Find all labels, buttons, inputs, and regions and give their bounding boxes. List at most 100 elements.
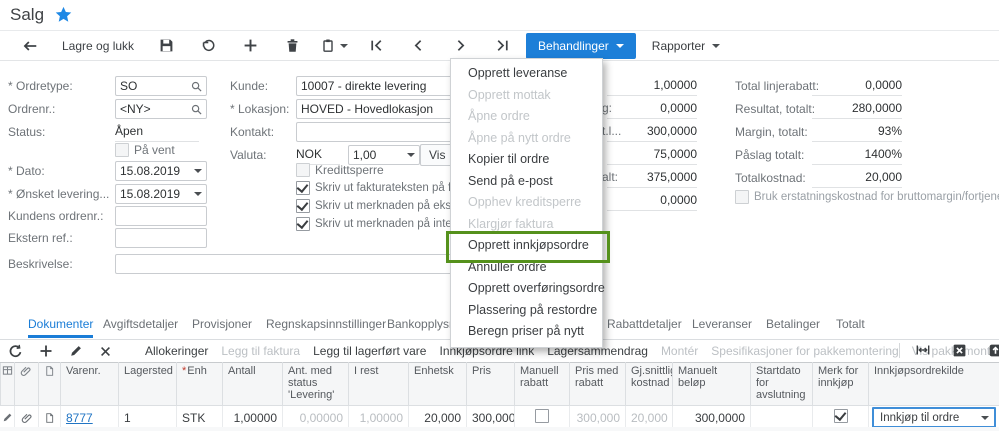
back-icon[interactable] <box>12 33 48 59</box>
status-value: Åpen <box>115 122 199 142</box>
refresh-icon[interactable] <box>8 341 23 361</box>
cell-antall[interactable]: 1,00000 <box>222 405 283 430</box>
ordretype-field[interactable]: SO <box>115 76 207 96</box>
delete-icon[interactable] <box>274 33 310 59</box>
onsket-levering-label: * Ønsket levering... <box>8 187 110 201</box>
menu-item-annuller-ordre[interactable]: Annuller ordre <box>468 259 547 274</box>
cell-pris-med-rabatt[interactable]: 300,000 <box>569 405 626 430</box>
behandlinger-dropdown-menu: Opprett leveranse Opprett mottak Åpne or… <box>446 58 610 348</box>
pa-vent-checkbox[interactable]: På vent <box>115 143 175 157</box>
favorite-star-icon[interactable] <box>55 6 72 23</box>
kontakt-field[interactable] <box>296 122 456 142</box>
add-icon[interactable] <box>232 33 268 59</box>
tab-betalinger[interactable]: Betalinger <box>766 317 821 331</box>
menu-item-opprett-innkjopsordre[interactable]: Opprett innkjøpsordre <box>468 238 589 252</box>
menu-item-kopier-til-ordre[interactable]: Kopier til ordre <box>468 152 550 166</box>
rapporter-button[interactable]: Rapporter <box>642 33 730 59</box>
dato-field[interactable]: 15.08.2019 <box>115 161 207 181</box>
menu-item-opprett-overforingsordre[interactable]: Opprett overføringsordre <box>468 281 605 295</box>
column-header-innkjopsordrekilde[interactable]: Innkjøpsordrekilde <box>868 362 999 406</box>
lookup-icon[interactable] <box>191 81 202 92</box>
cell-varenr[interactable]: 8777 <box>60 405 119 430</box>
column-header-pris-med-rabatt[interactable]: Pris med rabatt <box>569 362 626 406</box>
column-header-enh[interactable]: *Enh <box>176 362 223 406</box>
innkjopsordrekilde-select[interactable]: Innkjøp til ordre <box>872 407 996 428</box>
row-note-icon[interactable] <box>38 405 61 430</box>
cell-startdato[interactable] <box>750 405 813 430</box>
tab-avgiftsdetaljer[interactable]: Avgiftsdetaljer <box>103 317 179 331</box>
print-merknad-interne-checkbox[interactable]: Skriv ut merknaden på interne salg <box>296 217 493 231</box>
go-next-icon[interactable] <box>442 33 478 59</box>
cell-merk-for-innkjop-checkbox[interactable] <box>812 405 869 430</box>
kredittsperre-checkbox[interactable]: Kredittsperre <box>296 163 384 177</box>
tab-leveranser[interactable]: Leveranser <box>692 317 753 331</box>
chevron-down-icon[interactable] <box>194 169 202 173</box>
lokasjon-field[interactable]: HOVED - Hovedlokasjon <box>296 99 456 119</box>
tab-regnskapsinnstillinger[interactable]: Regnskapsinnstillinger <box>266 317 387 331</box>
save-icon[interactable] <box>148 33 184 59</box>
menu-item-plassering-pa-restordre[interactable]: Plassering på restordre <box>468 302 598 317</box>
column-header-manuell-rabatt[interactable]: Manuell rabatt <box>514 362 570 406</box>
column-header-enhetsk[interactable]: Enhetsk <box>408 362 467 406</box>
column-header-pris[interactable]: Pris <box>466 362 515 406</box>
column-header-antall[interactable]: Antall <box>222 362 283 406</box>
column-header-manuelt-belop[interactable]: Manuelt beløp <box>672 362 751 406</box>
menu-item-opprett-leveranse[interactable]: Opprett leveranse <box>468 66 568 80</box>
allokeringer-button[interactable]: Allokeringer <box>145 344 209 358</box>
lagersammendrag-button[interactable]: Lagersammendrag <box>547 344 648 358</box>
print-merknad-eksterne-checkbox[interactable]: Skriv ut merknaden på eksterne sa <box>296 199 493 213</box>
edit-row-icon[interactable] <box>69 341 83 361</box>
cell-pris[interactable]: 300,000 <box>466 405 515 430</box>
cell-ant-med-status[interactable]: 0,00000 <box>282 405 349 430</box>
menu-item-send-pa-epost[interactable]: Send på e-post <box>468 173 553 188</box>
go-previous-icon[interactable] <box>400 33 436 59</box>
chevron-down-icon[interactable] <box>407 153 415 157</box>
go-last-icon[interactable] <box>484 33 520 59</box>
column-header-merk-for-innkjop[interactable]: Merk for innkjøp <box>812 362 869 406</box>
cell-gj-snittlig-kostnad[interactable]: 20,000 <box>625 405 673 430</box>
cell-enh[interactable]: STK <box>176 405 223 430</box>
chevron-down-icon[interactable] <box>194 192 202 196</box>
tab-rabattdetaljer[interactable]: Rabattdetaljer <box>607 317 682 331</box>
import-icon[interactable] <box>983 340 999 360</box>
fit-width-icon[interactable] <box>911 340 935 360</box>
ekstern-ref-field[interactable] <box>115 228 207 248</box>
menu-item-apne-pa-nytt-ordre: Åpne på nytt ordre <box>468 130 571 145</box>
save-and-close-button[interactable]: Lagre og lukk <box>62 38 135 53</box>
cell-i-rest[interactable]: 1,00000 <box>348 405 409 430</box>
kunde-field[interactable]: 10007 - direkte levering <box>296 76 456 96</box>
column-header-varenr[interactable]: Varenr. <box>60 362 119 406</box>
ordrenr-field[interactable]: <NY> <box>115 99 207 119</box>
valuta-rate-field[interactable]: 1,00 <box>348 145 420 165</box>
row-attachment-icon[interactable] <box>14 405 39 430</box>
clipboard-menu-button[interactable] <box>316 33 352 59</box>
column-header-lagersted[interactable]: Lagersted <box>118 362 177 406</box>
bruk-erstatningskostnad-checkbox[interactable]: Bruk erstatningskostnad for bruttomargin… <box>735 190 999 204</box>
cell-manuelt-belop[interactable]: 300,0000 <box>672 405 751 430</box>
delete-row-icon[interactable] <box>99 341 112 361</box>
cell-enhetsk[interactable]: 20,000 <box>408 405 467 430</box>
tab-dokumenter[interactable]: Dokumenter <box>28 315 94 338</box>
lookup-icon[interactable] <box>191 104 202 115</box>
behandlinger-button[interactable]: Behandlinger <box>526 32 636 59</box>
column-header-gj-snittlig-kostnad[interactable]: Gj.snittlig kostnad <box>625 362 673 406</box>
menu-item-beregn-priser-pa-nytt[interactable]: Beregn priser på nytt <box>468 324 585 338</box>
tab-provisjoner[interactable]: Provisjoner <box>192 317 253 331</box>
column-header-startdato[interactable]: Startdato for avslutning <box>750 362 813 406</box>
tab-totalt[interactable]: Totalt <box>836 317 865 331</box>
onsket-levering-field[interactable]: 15.08.2019 <box>115 184 207 204</box>
export-excel-icon[interactable] <box>947 340 971 360</box>
innkjopsordre-link-button[interactable]: Innkjøpsordre link <box>439 344 535 358</box>
cell-lagersted[interactable]: 1 <box>118 405 177 430</box>
go-first-icon[interactable] <box>358 33 394 59</box>
add-row-icon[interactable] <box>39 341 53 361</box>
undo-icon[interactable] <box>190 33 226 59</box>
kundens-ordrenr-field[interactable] <box>115 206 207 226</box>
column-header-ant-med-status[interactable]: Ant. med status 'Levering' <box>282 362 349 406</box>
varenr-link[interactable]: 8777 <box>66 410 93 425</box>
column-header-i-rest[interactable]: I rest <box>348 362 409 406</box>
print-fakturatekst-checkbox[interactable]: Skriv ut fakturateksten på fakturae <box>296 181 490 195</box>
cell-manuell-rabatt-checkbox[interactable] <box>514 405 570 430</box>
legg-til-lagerfort-vare-button[interactable]: Legg til lagerført vare <box>313 344 427 358</box>
